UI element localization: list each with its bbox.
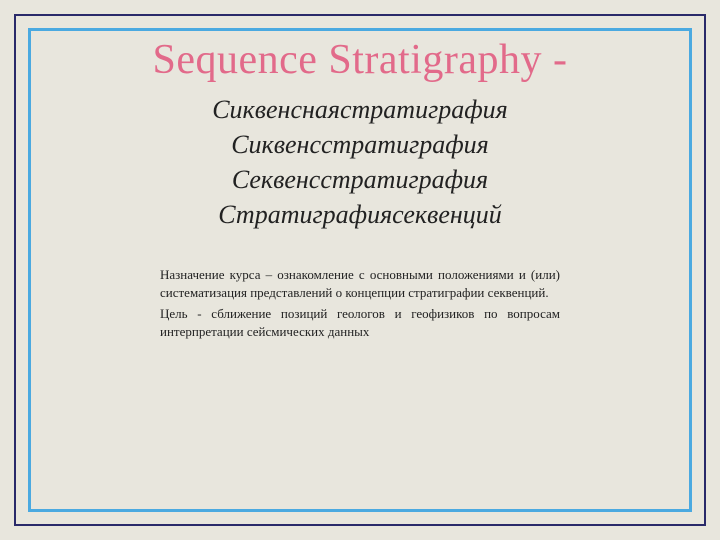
slide-content: Sequence Stratigraphy - Сиквенснаястрати…	[32, 32, 688, 508]
goal-paragraph: Цель - сближение позиций геологов и геоф…	[160, 305, 560, 340]
purpose-paragraph: Назначение курса – ознакомление с основн…	[160, 266, 560, 301]
goal-label: Цель	[160, 306, 188, 321]
goal-text: - сближение позиций геологов и геофизико…	[160, 306, 560, 339]
slide-title: Sequence Stratigraphy -	[32, 36, 688, 84]
translation-line: Сиквенсстратиграфия	[32, 127, 688, 162]
translation-line: Стратиграфиясеквенций	[32, 197, 688, 232]
slide: Sequence Stratigraphy - Сиквенснаястрати…	[0, 0, 720, 540]
translation-list: Сиквенснаястратиграфия Сиквенсстратиграф…	[32, 92, 688, 232]
translation-line: Секвенсстратиграфия	[32, 162, 688, 197]
purpose-label: Назначение курса	[160, 267, 260, 282]
body-text: Назначение курса – ознакомление с основн…	[160, 266, 560, 340]
translation-line: Сиквенснаястратиграфия	[32, 92, 688, 127]
